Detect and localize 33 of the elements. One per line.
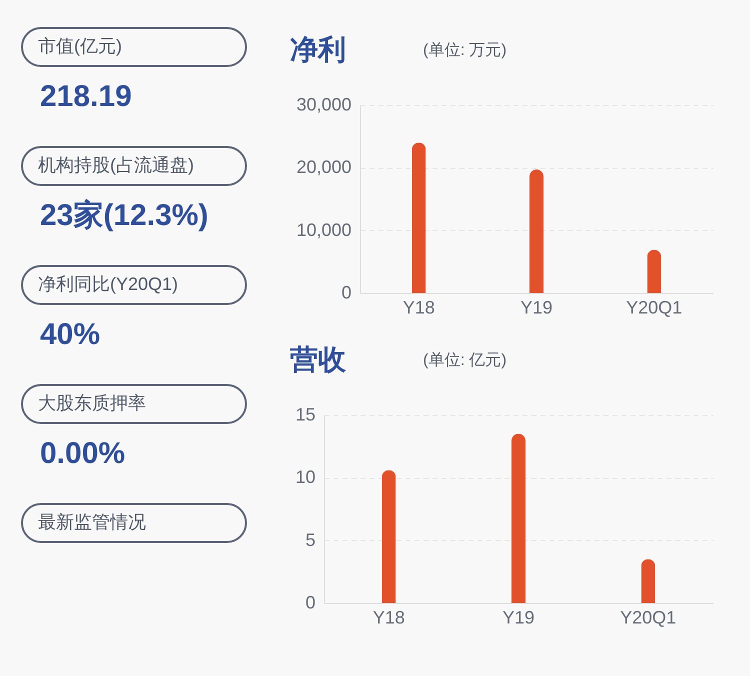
category-label: 大股东质押率 bbox=[38, 393, 146, 413]
x-tick-label: Y19 bbox=[502, 608, 535, 628]
bar bbox=[512, 434, 526, 603]
chart-subtitle: (单位: 亿元) bbox=[423, 351, 507, 369]
bar bbox=[641, 559, 656, 603]
chart-title: 营收 bbox=[289, 344, 347, 375]
text: 0.00% bbox=[40, 437, 126, 470]
category-label: 最新监管情况 bbox=[38, 512, 146, 532]
y-tick-label: 10 bbox=[295, 467, 316, 488]
x-tick-label: Y18 bbox=[402, 298, 435, 318]
y-tick-label: 20,000 bbox=[296, 157, 352, 178]
bar bbox=[412, 142, 426, 293]
y-tick-label: 5 bbox=[305, 530, 316, 550]
y-tick-label: 30,000 bbox=[296, 94, 352, 114]
chart-title: 净利 bbox=[290, 34, 346, 65]
bar bbox=[530, 170, 544, 293]
category-label: 机构持股(占流通盘) bbox=[38, 155, 194, 175]
text: 218.19 bbox=[40, 80, 132, 113]
chart-subtitle: (单位: 万元) bbox=[423, 41, 507, 59]
text: 40% bbox=[40, 318, 100, 351]
y-tick-label: 0 bbox=[305, 592, 316, 612]
text: 23家(12.3%) bbox=[40, 199, 208, 232]
category-label: 市值(亿元) bbox=[38, 36, 122, 56]
x-tick-label: Y20Q1 bbox=[620, 608, 676, 628]
bar bbox=[382, 470, 396, 603]
category-label: 净利同比(Y20Q1) bbox=[38, 274, 178, 294]
y-tick-label: 0 bbox=[341, 282, 352, 302]
x-tick-label: Y18 bbox=[372, 608, 405, 628]
x-tick-label: Y20Q1 bbox=[626, 298, 682, 318]
x-tick-label: Y19 bbox=[520, 298, 553, 318]
y-tick-label: 15 bbox=[295, 404, 316, 424]
bar bbox=[647, 250, 662, 293]
y-tick-label: 10,000 bbox=[296, 220, 352, 240]
